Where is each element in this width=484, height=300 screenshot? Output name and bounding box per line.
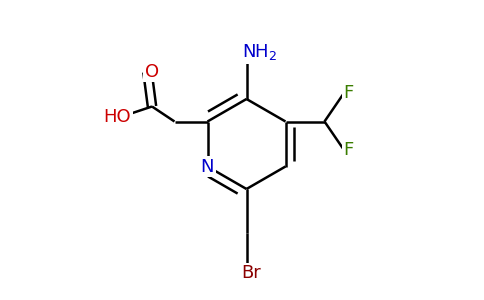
Text: F: F — [343, 141, 354, 159]
Text: Br: Br — [241, 264, 261, 282]
Text: O: O — [145, 63, 159, 81]
Text: N: N — [201, 158, 214, 175]
Text: HO: HO — [104, 108, 131, 126]
Text: F: F — [343, 84, 354, 102]
Text: NH$_2$: NH$_2$ — [242, 43, 278, 62]
